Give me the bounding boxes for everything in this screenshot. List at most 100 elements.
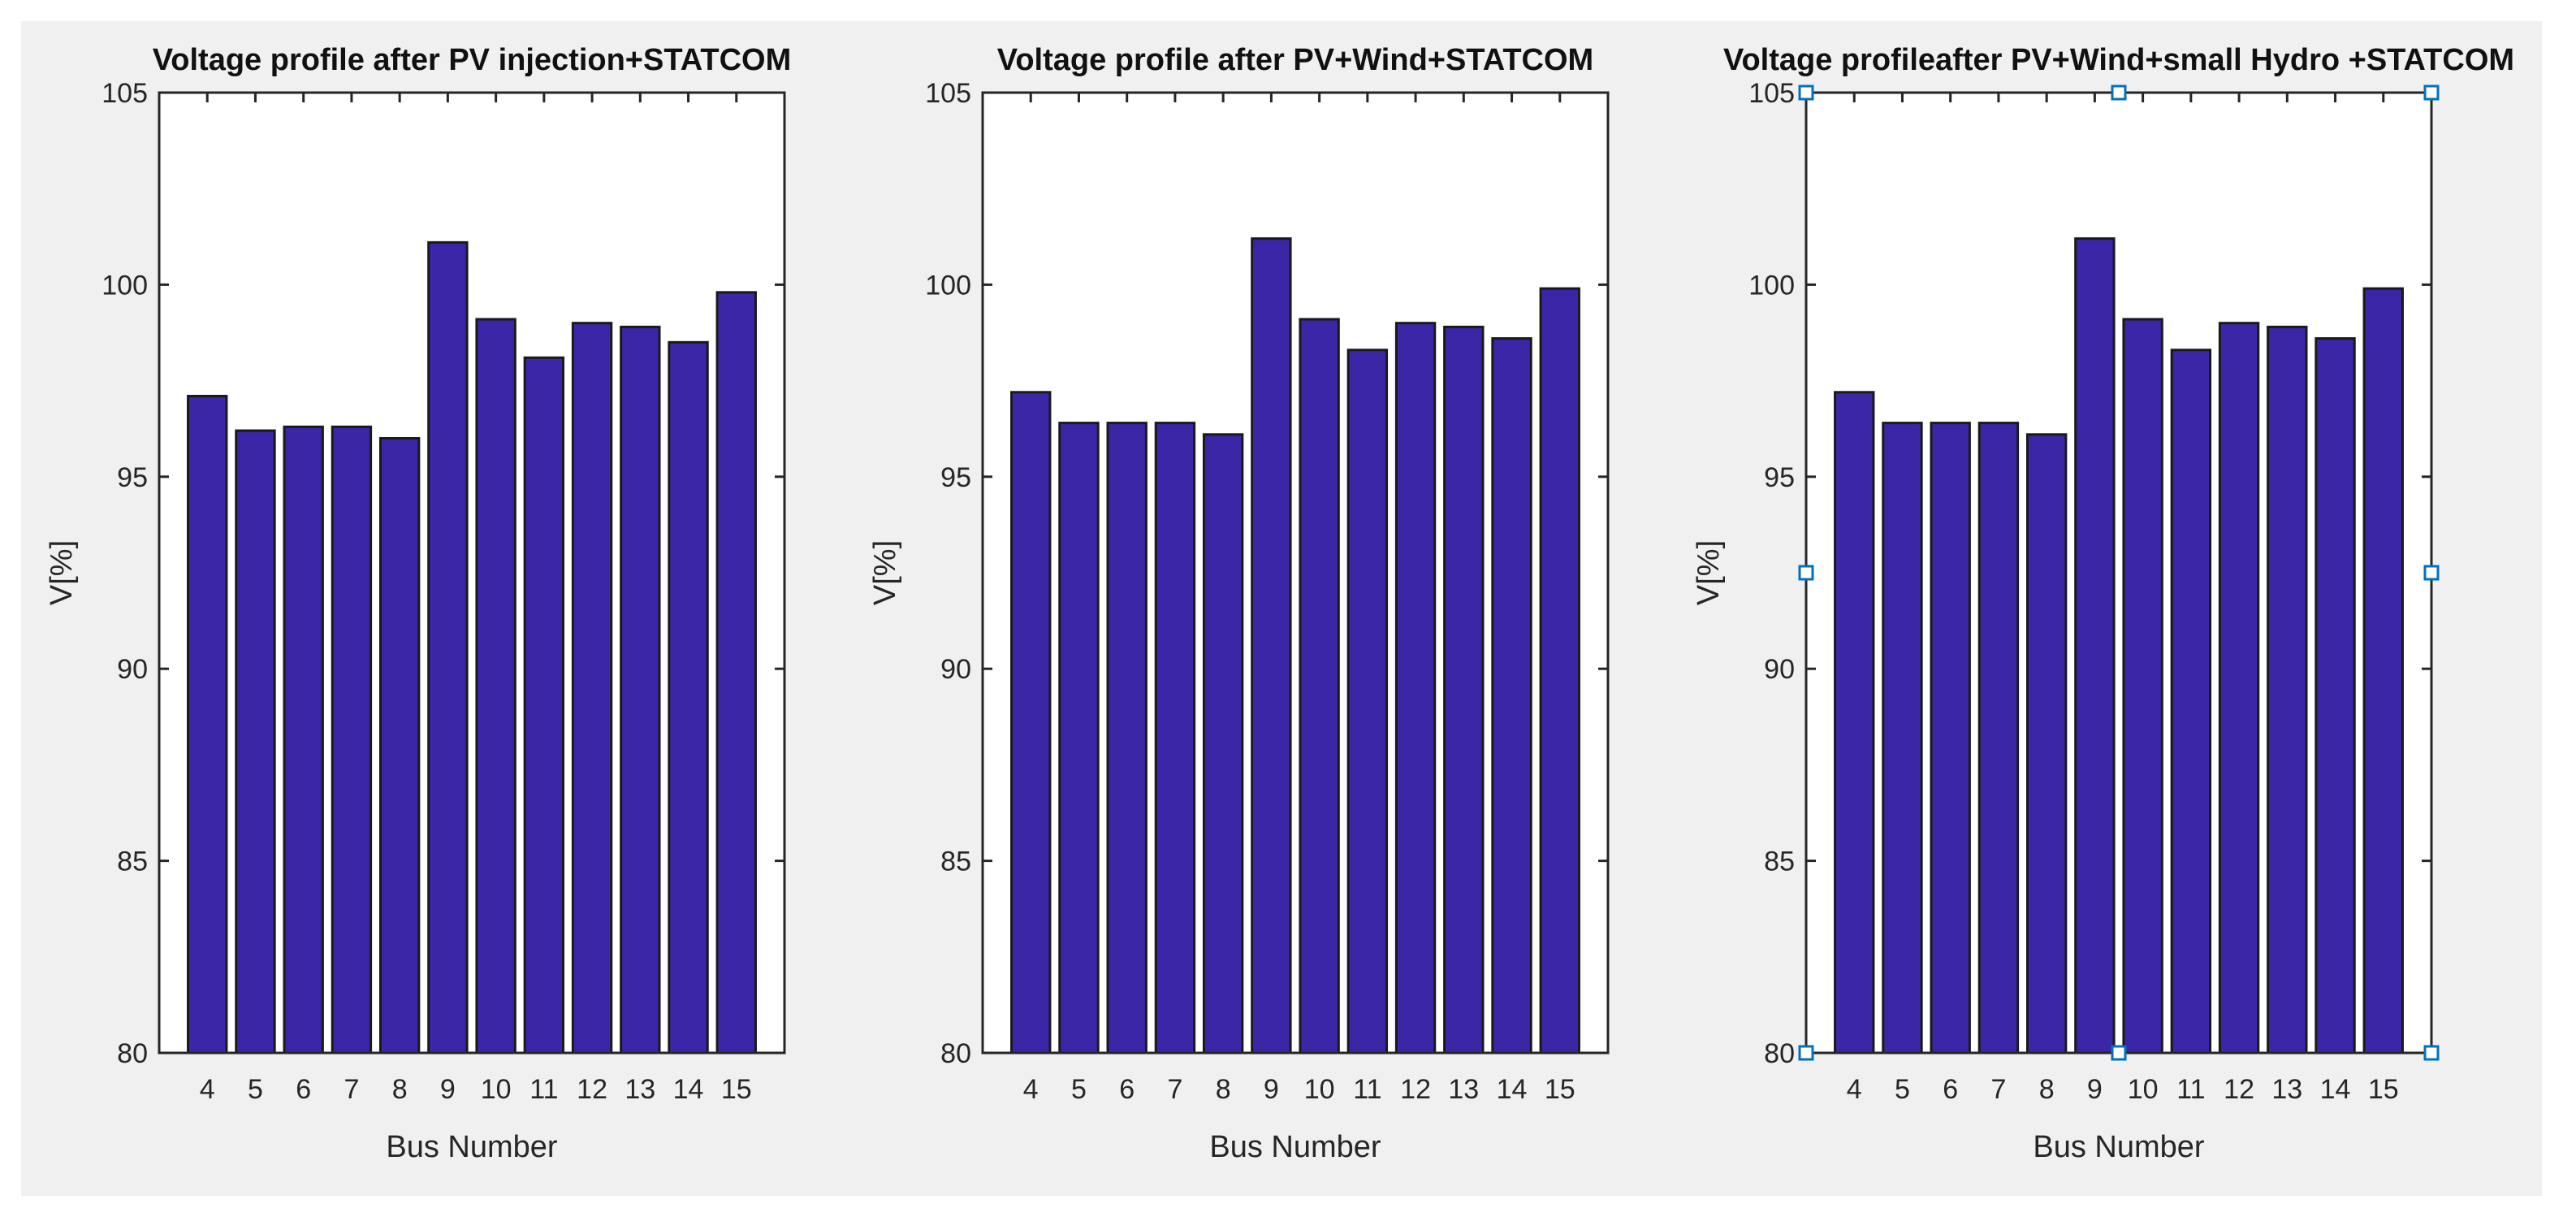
x-axis-label: Bus Number bbox=[386, 1130, 558, 1164]
y-tick-label: 85 bbox=[940, 847, 971, 877]
bar-bus-14 bbox=[668, 340, 709, 1055]
chart-1[interactable]: 80 85 90 95 100 105 4 5 6 7 8 9 10 11 12 13 14 15 Voltage … bbox=[45, 43, 791, 1164]
x-tick-label: 7 bbox=[1990, 1074, 2006, 1105]
bar-bus-15 bbox=[1539, 287, 1580, 1055]
axes-frame bbox=[981, 91, 1610, 1055]
bar-bus-13 bbox=[620, 325, 661, 1055]
bar-bus-9 bbox=[2074, 237, 2116, 1055]
bar-bus-11 bbox=[523, 356, 565, 1055]
x-tick-label: 10 bbox=[2128, 1074, 2159, 1105]
x-tick-label: 6 bbox=[1943, 1074, 1958, 1105]
bar-bus-7 bbox=[1154, 422, 1196, 1055]
y-tick-label: 95 bbox=[1764, 462, 1795, 493]
y-tick-label: 80 bbox=[940, 1038, 971, 1069]
bar-bus-5 bbox=[235, 429, 276, 1055]
x-tick-label: 11 bbox=[1353, 1074, 1381, 1105]
bar-bus-7 bbox=[331, 425, 373, 1055]
y-tick-label: 90 bbox=[1764, 654, 1795, 685]
y-tick-label: 100 bbox=[1748, 270, 1795, 301]
x-tick-label: 5 bbox=[248, 1074, 263, 1105]
y-tick-label: 85 bbox=[117, 847, 148, 877]
chart-title: Voltage profile after PV injection+STATC… bbox=[153, 43, 791, 77]
y-tick-label: 80 bbox=[1764, 1038, 1795, 1069]
x-tick-label: 7 bbox=[344, 1074, 359, 1105]
bar-bus-4 bbox=[1834, 391, 1875, 1055]
bar-bus-15 bbox=[2362, 287, 2404, 1055]
bar-bus-13 bbox=[1443, 325, 1485, 1055]
selection-handle[interactable] bbox=[2423, 565, 2440, 581]
bar-bus-8 bbox=[1202, 433, 1244, 1055]
x-tick-label: 13 bbox=[625, 1074, 655, 1105]
y-axis-label: V[%] bbox=[868, 540, 902, 605]
chart-2[interactable]: 80 85 90 95 100 105 4 5 6 7 8 9 10 11 12 13 14 15 Voltage … bbox=[868, 43, 1610, 1164]
bar-bus-14 bbox=[2315, 337, 2356, 1055]
x-tick-label: 12 bbox=[577, 1074, 607, 1105]
x-tick-label: 6 bbox=[296, 1074, 311, 1105]
x-tick-label: 4 bbox=[200, 1074, 215, 1105]
selection-handle[interactable] bbox=[2423, 1045, 2440, 1061]
x-tick-label: 8 bbox=[2039, 1074, 2055, 1105]
x-tick-label: 14 bbox=[673, 1074, 704, 1105]
bar-bus-10 bbox=[2122, 318, 2163, 1055]
x-tick-label: 8 bbox=[392, 1074, 408, 1105]
x-tick-label: 10 bbox=[1304, 1074, 1335, 1105]
bar-bus-13 bbox=[2267, 325, 2308, 1055]
selection-handle[interactable] bbox=[1798, 84, 1814, 101]
y-tick-label: 90 bbox=[117, 654, 148, 685]
x-tick-label: 12 bbox=[1400, 1074, 1431, 1105]
x-tick-label: 4 bbox=[1023, 1074, 1039, 1105]
bar-bus-12 bbox=[2218, 322, 2260, 1055]
y-tick-label: 105 bbox=[925, 78, 971, 109]
x-tick-label: 9 bbox=[2087, 1074, 2103, 1105]
bar-bus-12 bbox=[571, 322, 613, 1055]
x-tick-label: 6 bbox=[1119, 1074, 1135, 1105]
x-tick-label: 9 bbox=[1264, 1074, 1279, 1105]
y-tick-label: 105 bbox=[102, 78, 148, 109]
bar-bus-5 bbox=[1058, 422, 1100, 1055]
x-tick-label: 14 bbox=[1497, 1074, 1528, 1105]
bar-bus-4 bbox=[187, 395, 228, 1055]
bar-bus-6 bbox=[1106, 422, 1148, 1055]
bar-bus-6 bbox=[283, 425, 324, 1055]
y-tick-label: 85 bbox=[1764, 847, 1795, 877]
x-tick-label: 4 bbox=[1847, 1074, 1862, 1105]
x-tick-label: 15 bbox=[2368, 1074, 2399, 1105]
y-tick-label: 90 bbox=[940, 654, 971, 685]
x-tick-label: 5 bbox=[1071, 1074, 1087, 1105]
y-tick-label: 80 bbox=[117, 1038, 148, 1069]
chart-title: Voltage profileafter PV+Wind+small Hydro… bbox=[1723, 43, 2514, 77]
x-axis-label: Bus Number bbox=[1209, 1130, 1381, 1164]
bar-bus-9 bbox=[427, 240, 469, 1055]
bar-bus-4 bbox=[1010, 391, 1052, 1055]
y-tick-label: 100 bbox=[925, 270, 971, 301]
selection-handle[interactable] bbox=[2111, 84, 2127, 101]
bar-bus-12 bbox=[1394, 322, 1437, 1055]
chart-title: Voltage profile after PV+Wind+STATCOM bbox=[997, 43, 1593, 77]
x-tick-label: 14 bbox=[2320, 1074, 2351, 1105]
selection-handle[interactable] bbox=[1798, 565, 1814, 581]
x-tick-label: 15 bbox=[721, 1074, 752, 1105]
x-tick-label: 8 bbox=[1216, 1074, 1231, 1105]
y-tick-label: 105 bbox=[1748, 78, 1795, 109]
y-tick-label: 100 bbox=[102, 270, 148, 301]
x-tick-label: 12 bbox=[2224, 1074, 2254, 1105]
bar-bus-7 bbox=[1977, 422, 2020, 1055]
bar-bus-6 bbox=[1930, 422, 1971, 1055]
bar-bus-10 bbox=[1299, 318, 1340, 1055]
x-tick-label: 11 bbox=[529, 1074, 558, 1105]
bar-bus-5 bbox=[1882, 422, 1923, 1055]
y-axis-label: V[%] bbox=[1692, 540, 1726, 605]
selection-handle[interactable] bbox=[1798, 1045, 1814, 1061]
bar-bus-8 bbox=[2025, 433, 2068, 1055]
x-tick-label: 10 bbox=[481, 1074, 512, 1105]
axes-frame bbox=[158, 91, 786, 1055]
selection-handle[interactable] bbox=[2423, 84, 2440, 101]
selection-handle[interactable] bbox=[2111, 1045, 2127, 1061]
chart-3[interactable]: 80 85 90 95 100 105 4 5 6 7 8 9 10 11 12 13 14 15 Voltage … bbox=[1692, 43, 2514, 1164]
x-tick-label: 9 bbox=[440, 1074, 456, 1105]
x-tick-label: 15 bbox=[1545, 1074, 1575, 1105]
x-axis-label: Bus Number bbox=[2033, 1130, 2205, 1164]
bar-bus-9 bbox=[1251, 237, 1292, 1055]
x-tick-label: 13 bbox=[1448, 1074, 1479, 1105]
